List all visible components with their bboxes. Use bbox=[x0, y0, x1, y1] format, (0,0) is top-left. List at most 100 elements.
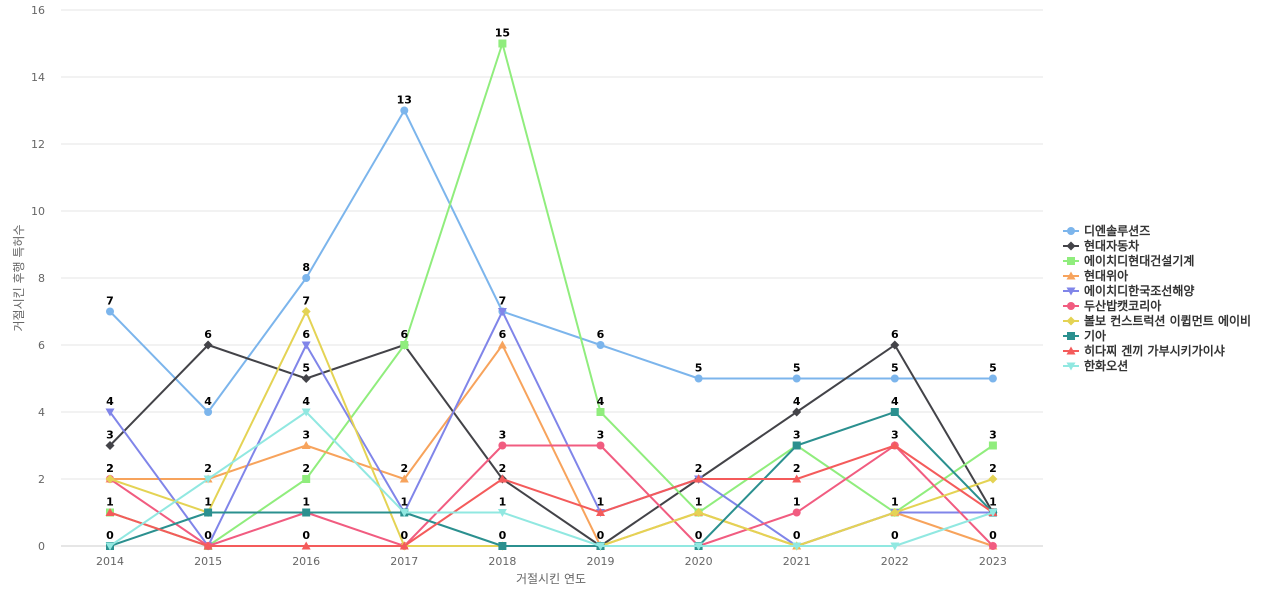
legend-item[interactable]: 에이치디한국조선해양 bbox=[1063, 283, 1194, 298]
x-axis-ticks: 2014 2015 2016 2017 2018 2019 2020 2021 2022 2023 bbox=[96, 555, 1007, 568]
data-label: 1 bbox=[695, 496, 703, 509]
data-label: 15 bbox=[495, 27, 510, 40]
data-label: 2 bbox=[106, 462, 114, 475]
x-tick-label: 2016 bbox=[292, 555, 320, 568]
series-5 bbox=[105, 308, 998, 551]
data-label: 4 bbox=[302, 395, 310, 408]
legend-marker bbox=[1067, 302, 1075, 310]
y-tick-label: 16 bbox=[31, 4, 45, 17]
data-point bbox=[302, 475, 311, 483]
data-label: 3 bbox=[891, 429, 899, 442]
series-line bbox=[109, 42, 994, 547]
data-point bbox=[792, 374, 801, 383]
series-line bbox=[109, 444, 994, 547]
data-label: 1 bbox=[793, 496, 801, 509]
data-point bbox=[596, 341, 605, 349]
data-point bbox=[498, 441, 507, 450]
data-point bbox=[400, 106, 409, 115]
data-label: 3 bbox=[597, 429, 605, 442]
data-label: 2 bbox=[400, 462, 408, 475]
data-point bbox=[792, 508, 801, 517]
legend-item[interactable]: 기아 bbox=[1063, 328, 1106, 343]
data-label: 13 bbox=[397, 94, 412, 107]
legend-marker bbox=[1067, 332, 1075, 340]
y-tick-label: 4 bbox=[38, 406, 45, 419]
legend-item[interactable]: 한화오션 bbox=[1063, 358, 1128, 373]
data-point bbox=[301, 374, 311, 383]
data-label: 5 bbox=[302, 362, 310, 375]
data-label: 3 bbox=[499, 429, 507, 442]
legend-item[interactable]: 현대자동차 bbox=[1063, 238, 1139, 253]
legend-label: 볼보 컨스트럭션 이큅먼트 에이비 bbox=[1084, 313, 1251, 328]
y-tick-label: 0 bbox=[38, 540, 45, 553]
data-label: 1 bbox=[204, 496, 212, 509]
series-3 bbox=[106, 39, 997, 550]
series-line bbox=[109, 310, 993, 547]
data-point bbox=[301, 307, 311, 316]
legend-marker bbox=[1067, 227, 1075, 235]
data-label: 5 bbox=[989, 362, 997, 375]
data-point bbox=[203, 541, 213, 550]
legend-item[interactable]: 에이치디현대건설기계 bbox=[1063, 253, 1194, 268]
data-label: 6 bbox=[204, 328, 212, 341]
data-point bbox=[890, 542, 900, 551]
y-tick-label: 8 bbox=[38, 272, 45, 285]
data-point bbox=[694, 374, 703, 383]
data-label: 6 bbox=[499, 328, 507, 341]
x-tick-label: 2021 bbox=[783, 555, 811, 568]
data-point bbox=[792, 407, 802, 417]
data-label: 4 bbox=[597, 395, 605, 408]
data-label: 7 bbox=[499, 295, 507, 308]
y-axis-title: 거절시킨 후행 특허수 bbox=[11, 225, 26, 332]
data-label: 0 bbox=[400, 529, 408, 542]
data-point bbox=[301, 408, 311, 417]
series-line bbox=[109, 411, 994, 547]
data-label: 0 bbox=[597, 529, 605, 542]
x-tick-label: 2014 bbox=[96, 555, 124, 568]
data-point bbox=[890, 374, 899, 383]
data-label: 7 bbox=[106, 295, 114, 308]
legend-item[interactable]: 히다찌 겐끼 가부시키가이샤 bbox=[1063, 343, 1225, 358]
legend-item[interactable]: 디엔솔루션즈 bbox=[1063, 223, 1150, 238]
y-tick-label: 12 bbox=[31, 138, 45, 151]
legend-marker bbox=[1067, 257, 1075, 265]
data-point bbox=[302, 508, 311, 517]
data-point bbox=[890, 408, 899, 416]
x-axis-title: 거절시킨 연도 bbox=[516, 572, 586, 586]
legend-item[interactable]: 현대위아 bbox=[1063, 268, 1128, 283]
data-label: 6 bbox=[891, 328, 899, 341]
data-label: 4 bbox=[793, 395, 801, 408]
x-tick-label: 2015 bbox=[194, 555, 222, 568]
data-point bbox=[498, 39, 507, 48]
data-label: 0 bbox=[499, 529, 507, 542]
legend-item[interactable]: 두산밥캣코리아 bbox=[1063, 298, 1161, 313]
data-point bbox=[399, 509, 409, 517]
series-9 bbox=[105, 441, 998, 550]
data-label: 4 bbox=[106, 395, 114, 408]
legend-label: 디엔솔루션즈 bbox=[1084, 223, 1150, 238]
series-line bbox=[109, 344, 994, 547]
y-tick-label: 2 bbox=[38, 473, 45, 486]
data-label: 6 bbox=[302, 328, 310, 341]
data-point bbox=[301, 441, 311, 449]
data-point bbox=[792, 474, 802, 483]
data-label: 1 bbox=[106, 496, 114, 509]
data-point bbox=[890, 508, 900, 517]
data-point bbox=[792, 542, 802, 551]
data-label: 5 bbox=[891, 362, 899, 375]
data-label: 5 bbox=[793, 362, 801, 375]
data-label: 3 bbox=[989, 429, 997, 442]
data-point bbox=[497, 474, 507, 483]
data-point bbox=[596, 508, 605, 516]
data-label: 2 bbox=[989, 462, 997, 475]
data-point bbox=[694, 474, 704, 483]
data-point bbox=[203, 475, 213, 484]
data-point bbox=[302, 274, 311, 282]
data-label: 1 bbox=[891, 496, 899, 509]
legend-label: 에이치디현대건설기계 bbox=[1084, 253, 1194, 268]
data-label: 8 bbox=[302, 261, 310, 274]
legend-item[interactable]: 볼보 컨스트럭션 이큅먼트 에이비 bbox=[1063, 313, 1251, 328]
data-label: 0 bbox=[695, 529, 703, 542]
data-point bbox=[106, 307, 114, 316]
